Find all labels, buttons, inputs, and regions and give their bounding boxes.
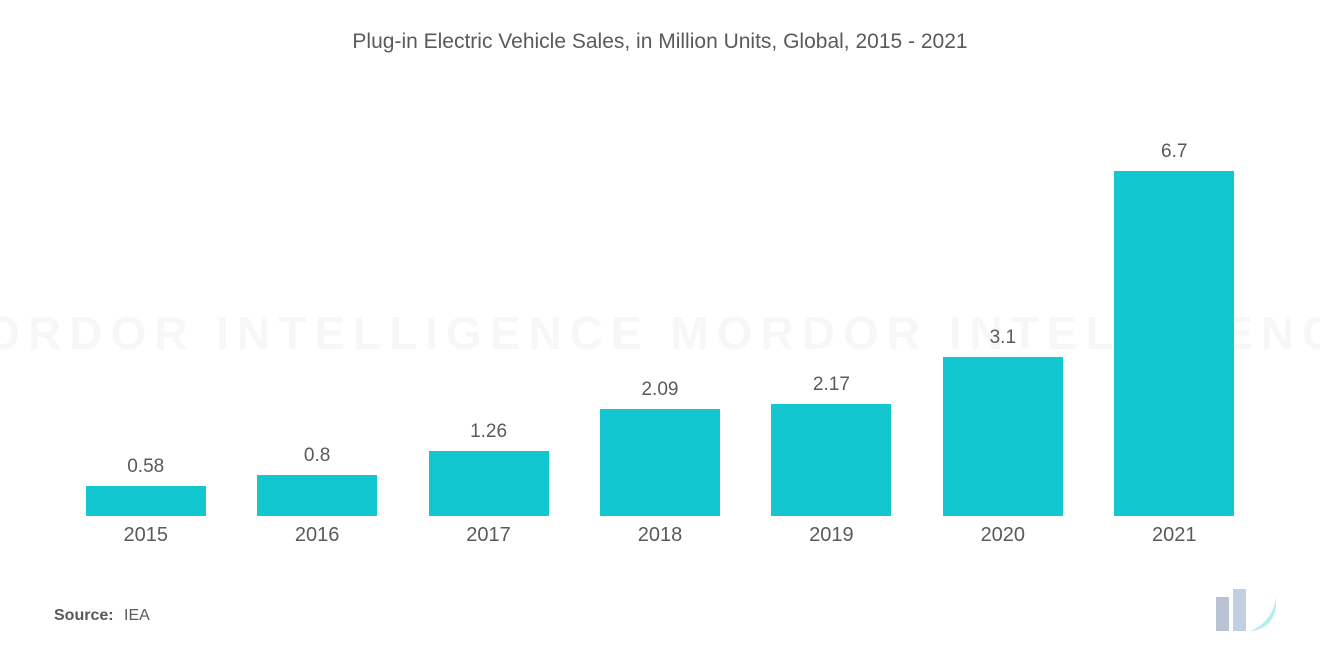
chart-container: MORDOR INTELLIGENCE MORDOR INTELLIGENCE … — [0, 0, 1320, 665]
bar-value-label: 2.17 — [813, 374, 850, 396]
bar — [257, 475, 377, 516]
source-value: IEA — [124, 607, 150, 624]
bar-group: 6.7 — [1089, 104, 1260, 516]
bar — [1114, 171, 1234, 516]
bar-value-label: 6.7 — [1161, 141, 1187, 163]
bar — [600, 409, 720, 516]
logo-icon — [1212, 589, 1282, 635]
x-axis-label: 2018 — [574, 524, 745, 547]
source-label: Source: — [54, 607, 114, 624]
x-axis-label: 2020 — [917, 524, 1088, 547]
bar-value-label: 3.1 — [990, 327, 1016, 349]
bar-group: 2.09 — [574, 104, 745, 516]
bar-group: 1.26 — [403, 104, 574, 516]
bar-group: 2.17 — [746, 104, 917, 516]
bar-value-label: 0.58 — [127, 456, 164, 478]
bar-value-label: 1.26 — [470, 421, 507, 443]
bar-value-label: 2.09 — [641, 379, 678, 401]
x-axis-label: 2015 — [60, 524, 231, 547]
chart-title: Plug-in Electric Vehicle Sales, in Milli… — [50, 30, 1270, 54]
x-axis-label: 2021 — [1089, 524, 1260, 547]
x-axis-label: 2017 — [403, 524, 574, 547]
logo-watermark — [1212, 589, 1282, 635]
source-row: Source: IEA — [50, 607, 1270, 625]
bar — [429, 451, 549, 516]
bar-group: 0.58 — [60, 104, 231, 516]
x-axis-label: 2019 — [746, 524, 917, 547]
bar-value-label: 0.8 — [304, 445, 330, 467]
bar — [771, 404, 891, 516]
bar-group: 3.1 — [917, 104, 1088, 516]
bar-group: 0.8 — [231, 104, 402, 516]
bar — [943, 357, 1063, 516]
plot-area: 0.58 0.8 1.26 2.09 2.17 3.1 6.7 — [50, 64, 1270, 516]
x-axis-label: 2016 — [231, 524, 402, 547]
bar — [86, 486, 206, 516]
x-axis-row: 2015201620172018201920202021 — [50, 516, 1270, 547]
